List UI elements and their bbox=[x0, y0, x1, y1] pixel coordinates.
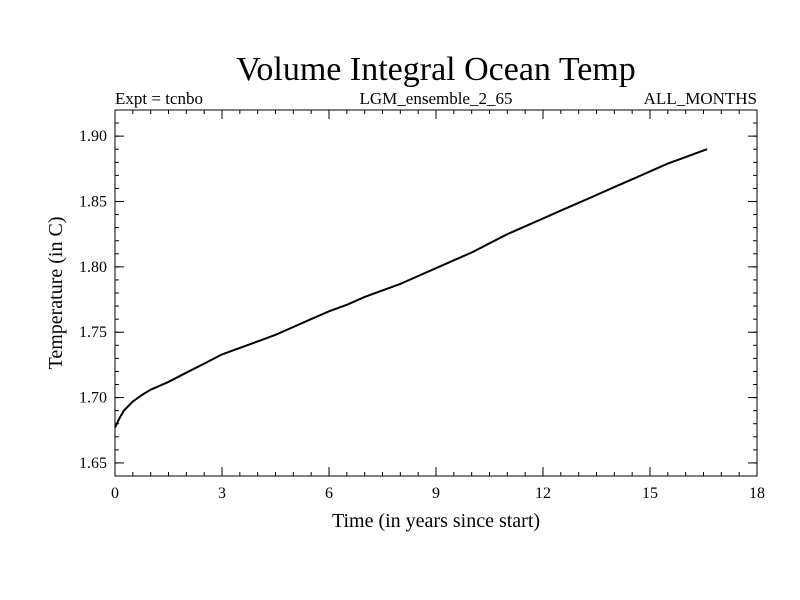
plot-frame bbox=[114, 109, 758, 477]
x-tick-label: 15 bbox=[642, 485, 658, 502]
y-tick-label: 1.65 bbox=[79, 455, 107, 472]
y-tick-label: 1.80 bbox=[79, 259, 107, 276]
axis-ticks bbox=[114, 109, 758, 477]
y-tick-label: 1.85 bbox=[79, 194, 107, 211]
x-tick-label: 12 bbox=[535, 485, 551, 502]
subtitle-right: ALL_MONTHS bbox=[644, 89, 757, 108]
x-tick-labels: 0 3 6 9 12 15 18 bbox=[111, 485, 765, 502]
subtitle-left: Expt = tcnbo bbox=[115, 89, 203, 108]
y-tick-labels: 1.65 1.70 1.75 1.80 1.85 1.90 bbox=[79, 128, 107, 472]
x-tick-label: 6 bbox=[325, 485, 333, 502]
y-tick-label: 1.70 bbox=[79, 390, 107, 407]
x-axis-label: Time (in years since start) bbox=[332, 510, 540, 532]
chart-title: Volume Integral Ocean Temp bbox=[236, 51, 636, 88]
y-tick-label: 1.90 bbox=[79, 128, 107, 145]
x-tick-label: 9 bbox=[432, 485, 440, 502]
subtitle-center: LGM_ensemble_2_65 bbox=[360, 89, 513, 108]
series-line bbox=[114, 148, 708, 429]
x-tick-label: 3 bbox=[218, 485, 226, 502]
x-tick-label: 0 bbox=[111, 485, 119, 502]
y-axis-label: Temperature (in C) bbox=[45, 217, 67, 370]
x-tick-label: 18 bbox=[749, 485, 765, 502]
y-tick-label: 1.75 bbox=[79, 324, 107, 341]
